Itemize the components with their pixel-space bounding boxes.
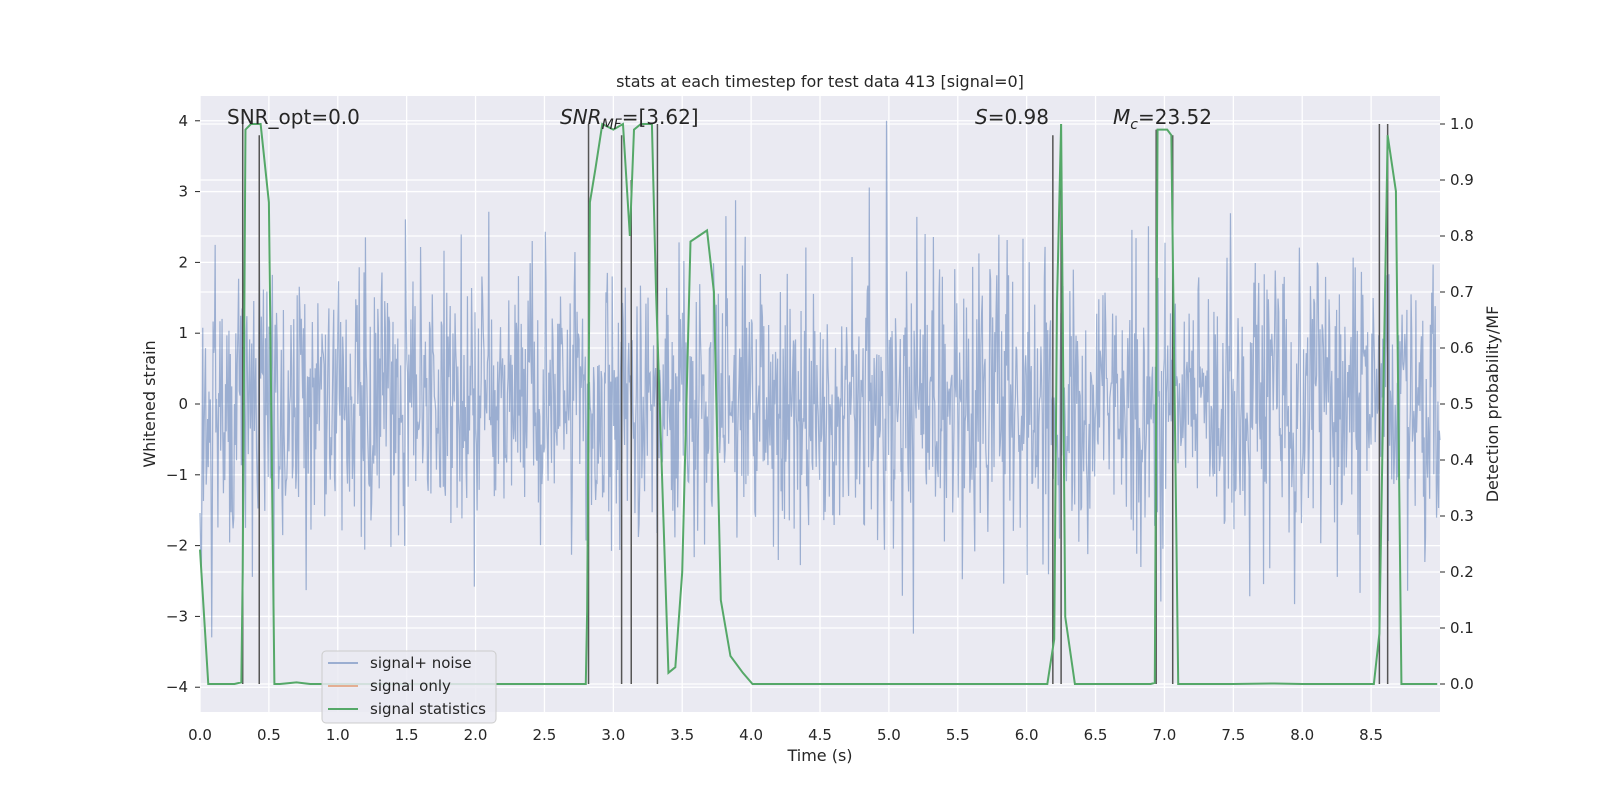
x-tick-label: 6.0 — [1015, 726, 1039, 744]
s-symbol: S — [975, 105, 988, 129]
right-y-tick-label: 0.5 — [1450, 395, 1474, 413]
x-tick-label: 4.5 — [808, 726, 832, 744]
chart-title: stats at each timestep for test data 413… — [616, 72, 1024, 91]
x-tick-label: 1.5 — [395, 726, 419, 744]
mc-value: =23.52 — [1138, 105, 1212, 129]
right-y-tick-label: 0.6 — [1450, 339, 1474, 357]
x-tick-label: 3.0 — [601, 726, 625, 744]
x-tick-label: 3.5 — [670, 726, 694, 744]
s-value: =0.98 — [988, 105, 1049, 129]
mc-symbol: M — [1113, 105, 1130, 129]
x-tick-label: 0.5 — [257, 726, 281, 744]
x-tick-label: 6.5 — [1084, 726, 1108, 744]
right-y-tick-label: 0.4 — [1450, 451, 1474, 469]
left-y-tick-label: 1 — [178, 324, 188, 342]
signal-statistics-line — [199, 122, 1438, 685]
series-signal-statistics — [199, 122, 1438, 685]
left-y-tick-label: 0 — [178, 395, 188, 413]
x-tick-label: 5.0 — [877, 726, 901, 744]
right-y-tick-label: 0.3 — [1450, 507, 1474, 525]
x-axis-label: Time (s) — [786, 746, 852, 765]
x-tick-label: 1.0 — [326, 726, 350, 744]
x-tick-label: 0.0 — [188, 726, 212, 744]
left-y-tick-label: −1 — [166, 466, 188, 484]
snr-mf-value: =[3.62] — [622, 105, 699, 129]
x-tick-label: 8.0 — [1290, 726, 1314, 744]
x-tick-label: 2.0 — [464, 726, 488, 744]
right-y-tick-label: 0.0 — [1450, 675, 1474, 693]
legend-label-signal-only: signal only — [370, 677, 451, 695]
legend: signal+ noise signal only signal statist… — [321, 650, 497, 724]
right-y-axis-label: Detection probability/MF — [1483, 306, 1502, 503]
annotation-mc: Mc=23.52 — [1113, 105, 1212, 133]
annotation-snr-mf: SNRMF=[3.62] — [560, 105, 699, 133]
legend-box — [321, 650, 497, 724]
left-y-tick-label: 3 — [178, 183, 188, 201]
left-y-tick-label: −2 — [166, 537, 188, 555]
right-y-tick-label: 0.7 — [1450, 283, 1474, 301]
snr-mf-symbol: SNR — [560, 105, 602, 129]
x-tick-label: 7.0 — [1153, 726, 1177, 744]
right-y-tick-label: 0.1 — [1450, 619, 1474, 637]
mc-subscript: c — [1130, 117, 1138, 133]
right-y-tick-label: 0.2 — [1450, 563, 1474, 581]
legend-label-signal-noise: signal+ noise — [370, 654, 472, 672]
x-axis-ticks: 0.0 0.5 1.0 1.5 2.0 2.5 3.0 3.5 4.0 4.5 5.0 5.5 6.0 6… — [188, 726, 1383, 744]
x-tick-label: 7.5 — [1221, 726, 1245, 744]
annotation-snr-opt: SNR_opt=0.0 — [227, 105, 360, 129]
left-y-tick-label: −3 — [166, 607, 188, 625]
annotation-s: S=0.98 — [975, 105, 1049, 129]
x-tick-label: 8.5 — [1359, 726, 1383, 744]
series-signal-noise — [199, 120, 1441, 638]
left-y-axis-label: Whitened strain — [140, 340, 159, 467]
x-tick-label: 4.0 — [739, 726, 763, 744]
right-y-tick-label: 0.8 — [1450, 227, 1474, 245]
right-y-tick-label: 1.0 — [1450, 115, 1474, 133]
right-y-tick-label: 0.9 — [1450, 171, 1474, 189]
left-y-tick-label: 2 — [178, 253, 188, 271]
signal-noise-line — [199, 120, 1441, 638]
left-y-axis-ticks: 4 3 2 1 0 −1 −2 −3 −4 — [166, 112, 200, 696]
right-y-axis-ticks: 1.0 0.9 0.8 0.7 0.6 0.5 0.4 0.3 0.2 0.1 0.0 — [1440, 115, 1474, 693]
x-tick-label: 5.5 — [946, 726, 970, 744]
left-y-tick-label: 4 — [178, 112, 188, 130]
legend-label-signal-statistics: signal statistics — [370, 700, 486, 718]
left-y-tick-label: −4 — [166, 678, 188, 696]
x-tick-label: 2.5 — [533, 726, 557, 744]
snr-mf-subscript: MF — [602, 117, 623, 133]
